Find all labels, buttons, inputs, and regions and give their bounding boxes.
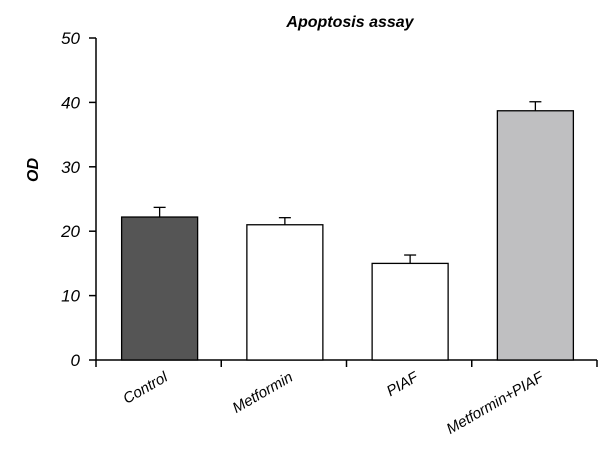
bar: [246, 224, 324, 361]
bars: [120, 101, 575, 361]
x-tick-label: Metformin: [230, 369, 296, 417]
x-tick-label: Control: [120, 368, 171, 407]
chart-title: Apoptosis assay: [285, 14, 414, 31]
y-tick-label: 10: [61, 287, 80, 306]
bar: [496, 110, 575, 361]
x-tick-label: Metformin+PIAF: [444, 368, 547, 438]
y-tick-label: 50: [61, 29, 80, 48]
y-ticks: 0 10 20 30 40 50: [60, 29, 96, 370]
x-tick-label: PIAF: [384, 368, 422, 400]
bar: [371, 262, 449, 361]
y-tick-label: 0: [71, 351, 81, 370]
y-axis-label: OD: [25, 158, 42, 182]
x-ticks: Control Metformin PIAF Metformin+PIAF: [95, 360, 598, 438]
y-tick-label: 30: [61, 158, 80, 177]
bar: [120, 216, 199, 361]
y-tick-label: 20: [60, 222, 80, 241]
y-tick-label: 40: [61, 93, 80, 112]
